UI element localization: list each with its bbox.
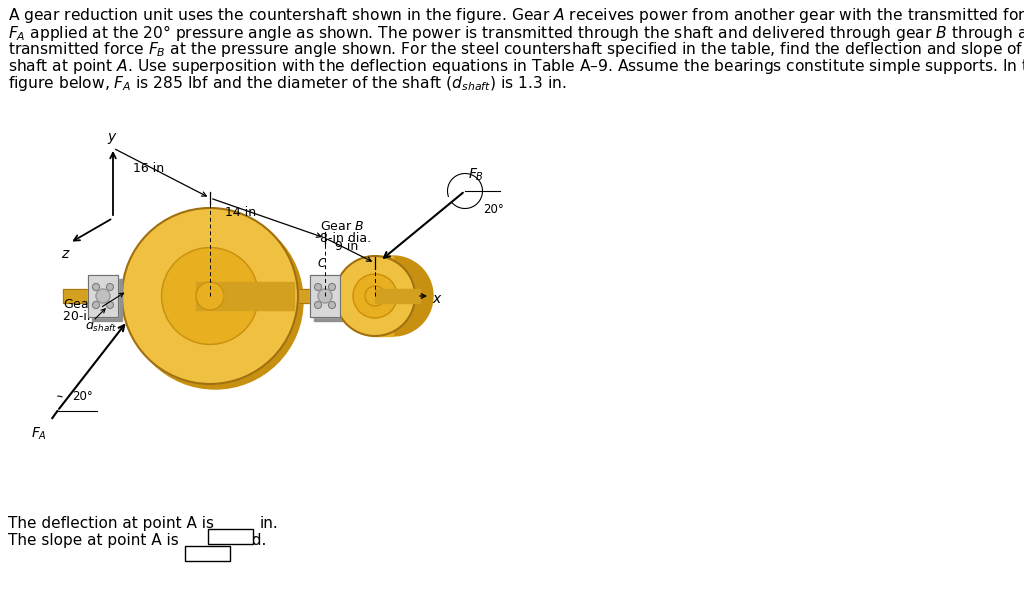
Circle shape xyxy=(335,256,415,336)
Text: in.: in. xyxy=(260,516,279,531)
Bar xyxy=(310,275,340,317)
Text: $F_B$: $F_B$ xyxy=(468,166,484,183)
Text: $F_A$: $F_A$ xyxy=(32,426,47,443)
Circle shape xyxy=(318,289,332,303)
Circle shape xyxy=(314,283,322,291)
Text: O: O xyxy=(91,285,101,298)
Text: 20°: 20° xyxy=(73,390,93,403)
Text: figure below, $F_A$ is 285 lbf and the diameter of the shaft ($d_{shaft}$) is 1.: figure below, $F_A$ is 285 lbf and the d… xyxy=(8,74,566,93)
Circle shape xyxy=(353,274,397,318)
Text: 14 in: 14 in xyxy=(225,206,256,219)
Text: 16 in: 16 in xyxy=(133,162,164,174)
Text: $d_{shaft}$: $d_{shaft}$ xyxy=(85,318,117,334)
Circle shape xyxy=(329,283,336,291)
Circle shape xyxy=(92,302,99,309)
Bar xyxy=(63,289,430,303)
Text: transmitted force $F_B$ at the pressure angle shown. For the steel countershaft : transmitted force $F_B$ at the pressure … xyxy=(8,40,1024,59)
Bar xyxy=(314,279,344,321)
Text: $F_A$ applied at the 20° pressure angle as shown. The power is transmitted throu: $F_A$ applied at the 20° pressure angle … xyxy=(8,23,1024,43)
Text: 8-in dia.: 8-in dia. xyxy=(319,233,371,245)
Text: shaft at point $A$. Use superposition with the deflection equations in Table A–9: shaft at point $A$. Use superposition wi… xyxy=(8,57,1024,76)
Text: Gear $B$: Gear $B$ xyxy=(319,219,364,233)
Text: rad.: rad. xyxy=(237,533,267,548)
Text: z: z xyxy=(61,247,69,261)
Text: y: y xyxy=(106,130,115,144)
Circle shape xyxy=(92,283,99,291)
Text: x: x xyxy=(432,292,440,306)
Bar xyxy=(375,289,420,303)
Bar xyxy=(63,289,430,303)
Circle shape xyxy=(314,302,322,309)
Circle shape xyxy=(365,286,385,306)
Bar xyxy=(196,282,294,310)
Text: C: C xyxy=(317,257,326,270)
Circle shape xyxy=(106,302,114,309)
Bar xyxy=(310,275,340,317)
Bar xyxy=(371,256,393,336)
Bar xyxy=(88,275,118,317)
FancyBboxPatch shape xyxy=(208,529,253,544)
Text: The deflection at point A is: The deflection at point A is xyxy=(8,516,214,531)
Circle shape xyxy=(96,289,110,303)
Text: 20°: 20° xyxy=(483,203,504,216)
Text: 9 in: 9 in xyxy=(335,239,358,253)
Circle shape xyxy=(106,283,114,291)
Circle shape xyxy=(127,213,303,389)
Text: A: A xyxy=(187,282,197,294)
Circle shape xyxy=(329,302,336,309)
FancyBboxPatch shape xyxy=(185,546,230,561)
Circle shape xyxy=(162,248,258,344)
Circle shape xyxy=(122,208,298,384)
Bar xyxy=(92,279,122,321)
Text: B: B xyxy=(366,285,375,297)
Circle shape xyxy=(353,256,433,336)
Text: Gear $A$: Gear $A$ xyxy=(63,297,106,311)
Text: The slope at point A is: The slope at point A is xyxy=(8,533,179,548)
Circle shape xyxy=(196,282,224,310)
Bar xyxy=(88,275,118,317)
Text: 20-in dia.: 20-in dia. xyxy=(63,311,122,323)
Text: A gear reduction unit uses the countershaft shown in the figure. Gear $A$ receiv: A gear reduction unit uses the countersh… xyxy=(8,6,1024,25)
